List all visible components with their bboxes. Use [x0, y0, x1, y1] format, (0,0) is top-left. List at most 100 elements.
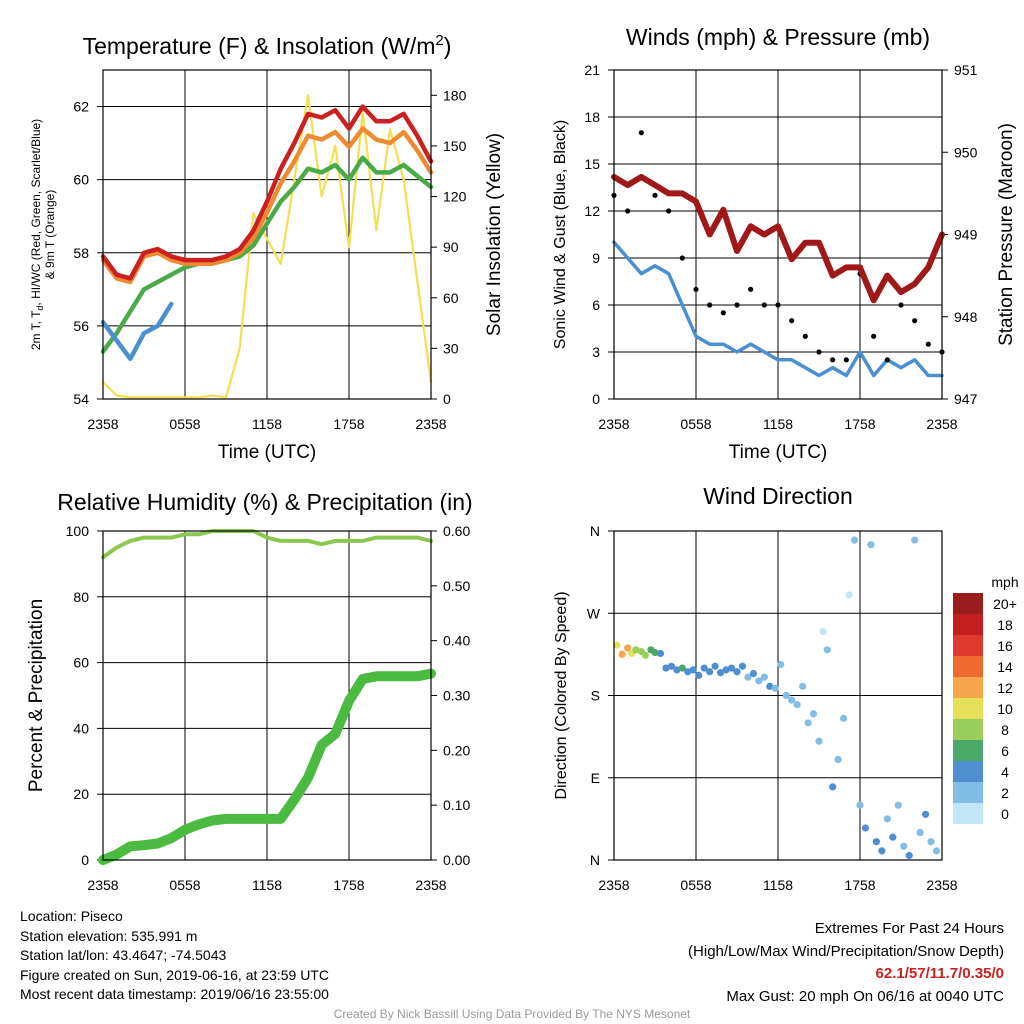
- y2-tick-label: 60: [443, 290, 459, 306]
- direction-point: [788, 696, 796, 704]
- series-station-pressure: [611, 173, 945, 304]
- speed-legend: mph 20+ 18 16 14 12 10 8 6 4 2 0: [953, 574, 1019, 824]
- y-axis-label: 2m T, Td, HI/WC (Red, Green, Scarlet/Blu…: [29, 119, 45, 350]
- gust-point: [843, 357, 849, 363]
- extremes-values: 62.1/57/11.7/0.35/0: [875, 965, 1004, 982]
- direction-point: [711, 662, 719, 670]
- y-tick-label: 21: [584, 62, 600, 78]
- legend-swatch: [953, 677, 983, 698]
- direction-point: [911, 536, 919, 544]
- legend-swatch: [953, 614, 983, 635]
- x-tick-label: 2358: [415, 416, 446, 432]
- chart-title: Temperature (F) & Insolation (W/m2): [83, 32, 452, 59]
- x-tick-label: 1158: [252, 877, 282, 893]
- elevation-text: Station elevation: 535.991 m: [20, 927, 198, 944]
- direction-point: [804, 719, 812, 727]
- direction-point: [799, 682, 807, 690]
- y-tick-label: 100: [66, 523, 90, 539]
- legend-swatch: [953, 782, 983, 803]
- y2-tick-label: 949: [954, 227, 978, 243]
- gust-point: [652, 192, 658, 198]
- direction-point: [632, 646, 640, 654]
- direction-point: [932, 847, 941, 855]
- direction-point: [867, 541, 875, 549]
- direction-point: [695, 671, 703, 679]
- panel-4: 2358 0558 1158 1758 2358 N E S W N Wind Direction D…: [553, 483, 1019, 893]
- y-tick-label: 3: [592, 344, 600, 360]
- direction-point: [819, 627, 827, 636]
- direction-point: [861, 824, 870, 832]
- legend-swatch: [953, 719, 983, 740]
- gust-point: [912, 318, 918, 324]
- legend-label: 20+: [993, 596, 1017, 612]
- direction-point: [760, 673, 768, 681]
- legend-label: 12: [997, 680, 1013, 696]
- direction-point: [755, 677, 763, 685]
- direction-point: [872, 838, 881, 846]
- direction-point: [840, 714, 848, 722]
- y-label-part: 2m T, T: [29, 310, 43, 350]
- legend-swatch: [953, 656, 983, 677]
- direction-point: [744, 673, 752, 681]
- plot-frame: [102, 530, 432, 861]
- y-tick-label: 40: [73, 720, 89, 736]
- gust-point: [625, 208, 631, 214]
- chart-title: Winds (mph) & Pressure (mb): [626, 24, 930, 50]
- direction-point: [667, 662, 676, 670]
- direction-point: [766, 682, 774, 690]
- legend-label: 14: [997, 659, 1013, 675]
- y-tick-label: N: [590, 523, 600, 539]
- gust-point: [748, 286, 754, 292]
- x-tick-label: 1158: [763, 416, 793, 432]
- gust-point: [898, 302, 904, 308]
- y2-tick-label: 948: [954, 309, 978, 325]
- y-axis-label: Percent & Precipitation: [26, 599, 47, 792]
- figure: 2358 0558 1158 1758 235854565860620306090120…: [26, 24, 1019, 893]
- legend-title: mph: [991, 574, 1018, 590]
- panel-1: 2358 0558 1158 1758 2358 54 56 58 60 62 0 30 60 90 120…: [29, 32, 505, 463]
- direction-point: [823, 646, 831, 654]
- direction-point: [916, 828, 924, 837]
- gust-point: [871, 333, 877, 339]
- location-text: Location: Piseco: [20, 908, 123, 924]
- x-tick-label: 2358: [87, 416, 118, 432]
- legend-swatch: [953, 593, 983, 614]
- direction-point: [793, 701, 801, 709]
- y-tick-label: 54: [73, 391, 89, 407]
- y2-axis-label: Station Pressure (Maroon): [996, 123, 1017, 346]
- y2-tick-label: 0: [443, 391, 451, 407]
- direction-point: [641, 651, 650, 659]
- direction-point: [894, 801, 902, 809]
- panel-2: 2358 0558 1158 1758 2358 0 3 6 9 12 15 18 21 947 948 94…: [552, 24, 1017, 463]
- y2-tick-label: 0.60: [443, 523, 470, 539]
- y2-tick-label: 951: [954, 62, 978, 78]
- title-main: Temperature (F) & Insolation (W/m: [83, 33, 436, 59]
- direction-point: [856, 801, 864, 809]
- y-axis-label-line2: & 9m T (Orange): [43, 190, 57, 280]
- y-tick-label: 0: [592, 391, 600, 407]
- direction-point: [689, 666, 697, 674]
- gust-point: [802, 333, 808, 339]
- gust-point: [720, 310, 726, 316]
- y-label-part: , HI/WC (Red, Green, Scarlet/Blue): [29, 119, 43, 306]
- series-td: [100, 155, 434, 354]
- direction-point: [905, 851, 913, 860]
- y2-tick-label: 0.40: [443, 633, 470, 649]
- legend-label: 6: [1001, 743, 1009, 759]
- y-label-subscript: d: [35, 306, 45, 311]
- y-tick-label: W: [587, 605, 601, 621]
- direction-point: [845, 591, 853, 599]
- direction-point: [733, 668, 741, 676]
- legend-label: 2: [1001, 785, 1009, 801]
- series-windchill: [100, 301, 174, 362]
- series-2m-t: [100, 104, 434, 281]
- direction-point: [889, 833, 897, 841]
- extremes-description: (High/Low/Max Wind/Precipitation/Snow De…: [688, 942, 1004, 960]
- y-tick-label: 80: [73, 589, 89, 605]
- series-9m-t: [100, 126, 434, 285]
- series-insolation: [101, 94, 433, 399]
- direction-point: [717, 669, 725, 677]
- direction-point: [706, 668, 714, 676]
- timestamp-text: Most recent data timestamp: 2019/06/16 2…: [20, 986, 329, 1003]
- legend-swatch: [953, 635, 983, 656]
